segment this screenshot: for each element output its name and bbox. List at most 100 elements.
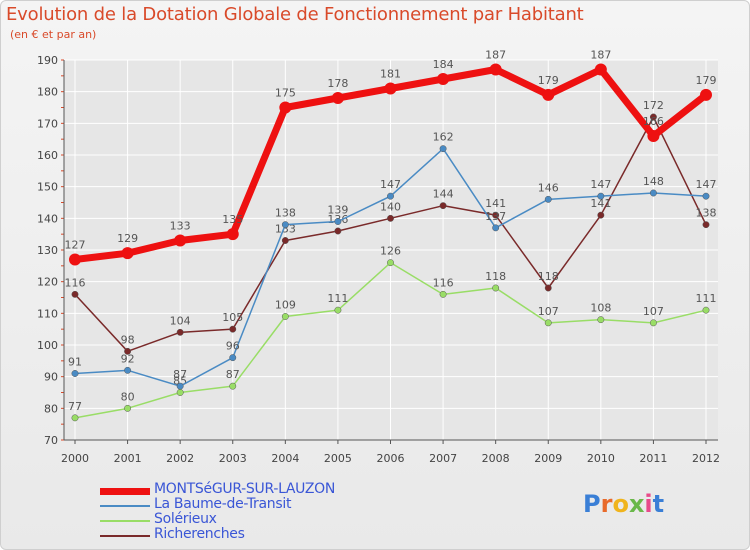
data-label: 87 xyxy=(226,368,240,381)
data-point xyxy=(229,354,237,362)
x-tick-label: 2004 xyxy=(271,452,299,465)
data-point xyxy=(69,253,81,266)
x-tick-label: 2009 xyxy=(534,452,562,465)
data-point xyxy=(121,247,134,260)
data-point xyxy=(176,382,184,390)
data-label: 181 xyxy=(380,68,401,81)
data-label: 91 xyxy=(68,356,82,369)
data-label: 96 xyxy=(226,340,240,353)
data-point xyxy=(124,404,132,412)
legend-label: La Baume-de-Transit xyxy=(154,496,292,512)
data-point xyxy=(331,92,344,104)
data-point xyxy=(176,389,184,396)
data-label: 135 xyxy=(222,213,243,226)
x-tick-label: 2006 xyxy=(377,452,405,465)
y-tick-label: 90 xyxy=(44,371,58,384)
data-point xyxy=(492,211,500,219)
data-point xyxy=(124,366,132,374)
data-label: 127 xyxy=(65,239,86,252)
data-label: 172 xyxy=(643,99,664,112)
data-point xyxy=(702,192,710,200)
data-point xyxy=(281,313,289,320)
legend-swatch xyxy=(100,535,150,537)
data-point xyxy=(71,414,79,422)
data-point xyxy=(702,306,710,314)
y-tick-label: 180 xyxy=(37,86,58,99)
data-point xyxy=(437,73,450,85)
chart-title: Evolution de la Dotation Globale de Fonc… xyxy=(6,4,584,25)
data-label: 147 xyxy=(590,178,611,191)
data-label: 108 xyxy=(590,302,611,315)
data-label: 147 xyxy=(380,178,401,191)
data-label: 144 xyxy=(433,188,454,201)
data-label: 187 xyxy=(590,49,611,62)
legend-swatch xyxy=(100,488,150,495)
x-tick-label: 2008 xyxy=(482,452,510,465)
data-point xyxy=(226,228,239,241)
data-label: 147 xyxy=(696,178,717,191)
data-point xyxy=(334,306,342,314)
data-label: 141 xyxy=(485,197,506,210)
legend-swatch xyxy=(100,520,150,522)
y-tick-label: 110 xyxy=(37,307,58,320)
data-point xyxy=(439,202,447,210)
data-label: 118 xyxy=(538,270,559,283)
legend-label: Richerenches xyxy=(154,526,245,542)
data-label: 107 xyxy=(538,305,559,318)
y-tick-label: 150 xyxy=(37,181,58,194)
legend-label: Solérieux xyxy=(154,511,217,527)
data-label: 138 xyxy=(275,207,296,220)
y-tick-label: 190 xyxy=(37,54,58,67)
y-tick-label: 170 xyxy=(37,117,58,130)
x-tick-label: 2007 xyxy=(429,452,457,465)
data-label: 111 xyxy=(696,292,717,305)
data-point xyxy=(387,214,394,222)
data-label: 98 xyxy=(121,333,135,346)
data-label: 184 xyxy=(433,58,454,71)
data-label: 140 xyxy=(380,200,401,213)
data-point xyxy=(649,319,657,327)
data-point xyxy=(492,224,500,232)
data-label: 141 xyxy=(590,197,611,210)
data-label: 116 xyxy=(65,276,86,289)
data-label: 80 xyxy=(121,390,135,403)
data-label: 139 xyxy=(327,204,348,217)
data-point xyxy=(279,101,292,114)
x-tick-label: 2003 xyxy=(219,452,247,465)
data-point xyxy=(71,370,79,377)
x-tick-label: 2011 xyxy=(639,452,667,465)
data-point xyxy=(229,382,237,390)
data-label: 126 xyxy=(380,245,401,258)
data-point xyxy=(649,113,657,121)
x-tick-label: 2010 xyxy=(587,452,615,465)
data-point xyxy=(439,145,447,153)
data-point xyxy=(492,284,500,292)
data-label: 137 xyxy=(485,210,506,223)
data-label: 138 xyxy=(696,207,717,220)
x-tick-label: 2005 xyxy=(324,452,352,465)
data-point xyxy=(124,347,132,355)
data-label: 77 xyxy=(68,400,82,413)
data-label: 107 xyxy=(643,305,664,318)
y-tick-label: 70 xyxy=(44,434,58,447)
data-point xyxy=(542,88,555,101)
data-label: 166 xyxy=(643,115,664,128)
data-label: 148 xyxy=(643,175,664,188)
data-point xyxy=(544,195,552,203)
data-point xyxy=(702,221,710,229)
data-point xyxy=(597,316,605,324)
data-label: 187 xyxy=(485,49,506,62)
data-point xyxy=(594,63,607,76)
data-label: 133 xyxy=(170,220,191,233)
y-tick-label: 160 xyxy=(37,149,58,162)
legend-label: MONTSéGUR-SUR-LAUZON xyxy=(154,481,336,497)
data-label: 133 xyxy=(275,223,296,236)
data-point xyxy=(647,130,660,142)
data-label: 116 xyxy=(433,276,454,289)
data-point xyxy=(334,227,342,235)
data-label: 146 xyxy=(538,181,559,194)
data-label: 129 xyxy=(117,232,138,245)
data-point xyxy=(544,319,552,327)
data-point xyxy=(387,259,394,267)
